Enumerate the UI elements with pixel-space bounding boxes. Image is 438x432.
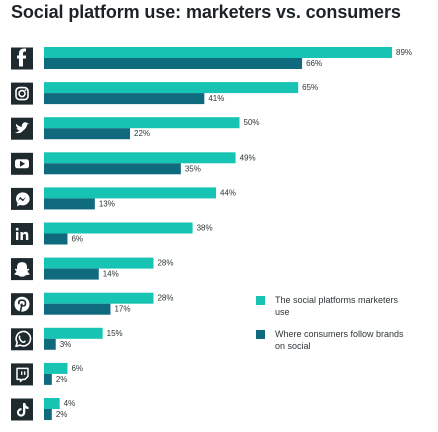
data-label-marketers-twitch: 6%	[71, 364, 83, 373]
bar-consumers-tiktok	[44, 409, 52, 420]
bar-consumers-facebook	[44, 58, 303, 69]
legend-swatch-marketers	[256, 296, 265, 305]
bar-consumers-whatsapp	[44, 338, 56, 350]
data-label-marketers-tiktok: 4%	[64, 399, 76, 408]
data-label-consumers-twitch: 2%	[56, 375, 68, 384]
youtube-icon	[11, 152, 33, 175]
data-label-marketers-whatsapp: 15%	[107, 329, 123, 338]
data-label-consumers-whatsapp: 3%	[60, 340, 72, 349]
data-label-marketers-facebook: 89%	[396, 48, 412, 57]
bar-marketers-twitter	[44, 117, 240, 129]
twitter-icon	[11, 117, 33, 140]
legend-label-consumers: Where consumers follow brands on social	[275, 329, 404, 351]
data-label-marketers-instagram: 65%	[302, 83, 318, 92]
snapchat-icon	[11, 258, 33, 281]
bar-consumers-youtube	[44, 163, 181, 175]
bar-marketers-messenger	[44, 187, 217, 199]
bar-marketers-pinterest	[44, 292, 154, 304]
instagram-icon	[11, 82, 33, 105]
whatsapp-icon	[11, 328, 33, 351]
data-label-marketers-messenger: 44%	[220, 188, 236, 197]
facebook-icon	[11, 47, 33, 70]
data-label-consumers-tiktok: 2%	[56, 410, 68, 419]
data-label-consumers-youtube: 35%	[185, 164, 201, 173]
bar-marketers-twitch	[44, 362, 68, 374]
chart-title: Social platform use: marketers vs. consu…	[11, 2, 401, 22]
bar-marketers-youtube	[44, 152, 236, 164]
data-label-marketers-pinterest: 28%	[157, 294, 173, 303]
bar-consumers-twitch	[44, 373, 52, 385]
bar-consumers-twitter	[44, 128, 131, 140]
data-label-marketers-linkedin: 38%	[197, 224, 213, 233]
bar-consumers-instagram	[44, 93, 205, 105]
bar-marketers-tiktok	[44, 398, 60, 409]
data-label-consumers-facebook: 66%	[306, 59, 322, 68]
bar-marketers-facebook	[44, 47, 392, 58]
bar-consumers-linkedin	[44, 233, 68, 245]
bar-consumers-pinterest	[44, 303, 111, 315]
bar-consumers-messenger	[44, 198, 95, 210]
data-label-consumers-messenger: 13%	[99, 199, 115, 208]
data-label-marketers-youtube: 49%	[240, 153, 256, 162]
legend-swatch-consumers	[256, 330, 265, 339]
linkedin-icon	[11, 223, 33, 245]
data-label-marketers-twitter: 50%	[244, 118, 260, 127]
legend-label-marketers: The social platforms marketers use	[275, 295, 399, 317]
data-label-consumers-twitter: 22%	[134, 129, 150, 138]
bar-consumers-snapchat	[44, 268, 99, 280]
data-label-consumers-snapchat: 14%	[103, 270, 119, 279]
bar-marketers-linkedin	[44, 222, 193, 234]
data-label-consumers-instagram: 41%	[208, 94, 224, 103]
legend-item-marketers: The social platforms marketers use	[256, 294, 405, 318]
legend-item-consumers: Where consumers follow brands on social	[256, 328, 405, 352]
twitch-icon	[11, 363, 33, 386]
data-label-consumers-linkedin: 6%	[71, 235, 83, 244]
bar-marketers-instagram	[44, 82, 299, 94]
messenger-icon	[11, 187, 33, 210]
tiktok-icon	[11, 398, 33, 421]
data-label-consumers-pinterest: 17%	[114, 305, 130, 314]
bar-marketers-whatsapp	[44, 327, 103, 339]
bar-marketers-snapchat	[44, 257, 154, 269]
data-label-marketers-snapchat: 28%	[157, 259, 173, 268]
pinterest-icon	[11, 293, 33, 316]
